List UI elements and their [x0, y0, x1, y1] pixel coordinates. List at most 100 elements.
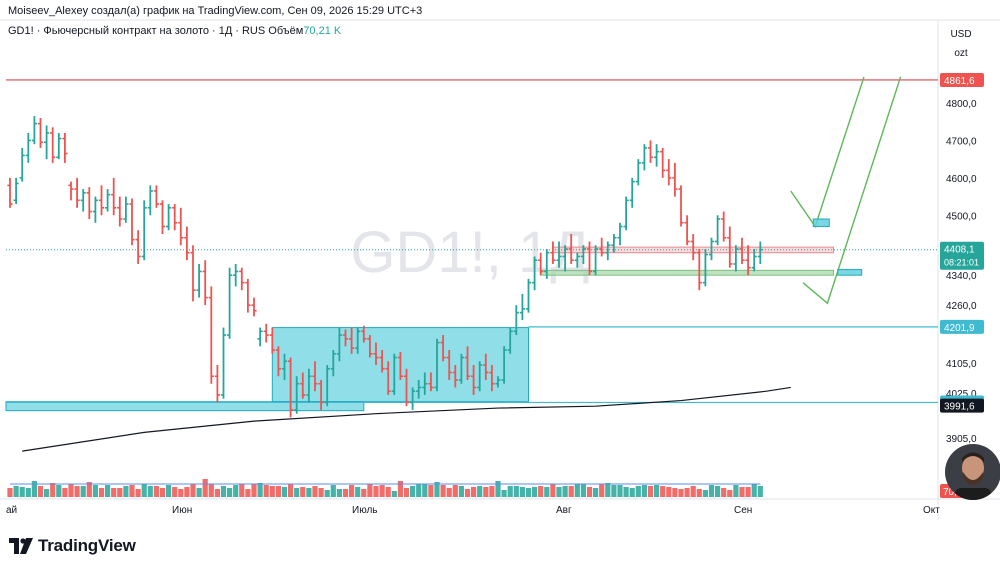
ohlc-bar [721, 211, 727, 242]
symbol-ticker[interactable]: GD1! [8, 25, 34, 37]
price-label-bg [940, 319, 984, 334]
ohlc-bar [471, 365, 477, 395]
volume-bar [68, 484, 74, 497]
ohlc-bar [288, 357, 294, 418]
tradingview-wordmark: TradingView [38, 536, 136, 555]
volume-bar [458, 486, 464, 497]
ohlc-bar [318, 379, 324, 410]
volume-bar [629, 488, 635, 497]
x-tick-label: Авг [556, 505, 572, 516]
ohlc-bar [196, 263, 202, 298]
ohlc-bar [300, 372, 306, 399]
volume-bar [660, 486, 666, 497]
ohlc-bar [239, 267, 245, 291]
zone-support-zone [540, 269, 834, 276]
projections-layer [790, 76, 902, 305]
symbol-legend[interactable]: GD1! · Фьючерсный контракт на золото · 1Д · RU… [8, 25, 341, 37]
volume-bar [495, 481, 501, 497]
volume-bar [641, 485, 647, 497]
volume-bar [391, 491, 397, 497]
projection-box-2 [837, 269, 863, 276]
volume-bar [568, 486, 574, 497]
price-label-3991,6: 3991,6 [940, 398, 984, 413]
volume-bar [214, 489, 220, 497]
ohlc-bar [501, 346, 507, 384]
ohlc-bar [349, 327, 355, 354]
ohlc-bar [550, 241, 556, 264]
volume-bar [410, 486, 416, 497]
time-axis[interactable]: ай Июн Июль Авг Сен Окт [6, 505, 940, 516]
volume-bar [440, 485, 446, 497]
price-label-countdown: 08:21:01 [944, 258, 979, 268]
avatar-image [945, 444, 1000, 500]
ohlc-bar [251, 297, 257, 317]
ohlc-bar [410, 387, 416, 410]
volume-bar [684, 488, 690, 497]
ohlc-bar [593, 245, 599, 276]
volume-bar [605, 483, 611, 497]
ohlc-bar [654, 144, 660, 167]
volume-bar [586, 487, 593, 497]
currency-selector[interactable]: USD ozt [942, 25, 980, 65]
tradingview-logo[interactable]: TradingView [9, 536, 136, 556]
volume-bar [312, 486, 318, 497]
ohlc-bar [92, 196, 98, 223]
ohlc-bar [708, 237, 715, 261]
ohlc-bar [538, 252, 544, 276]
ohlc-bar [129, 198, 135, 246]
price-label-text: 4861,6 [944, 76, 975, 87]
ohlc-bar [623, 196, 629, 231]
projection-path-2 [802, 76, 902, 305]
y-tick-label: 4800,0 [946, 99, 977, 110]
ohlc-bar [519, 293, 525, 321]
volume-bar [355, 487, 361, 497]
ohlc-bar [702, 248, 708, 287]
ohlc-bar [62, 132, 68, 163]
volume-bar [678, 489, 684, 497]
ohlc-bar [489, 365, 495, 392]
volume-bar [220, 486, 227, 497]
volume-bar [733, 485, 739, 497]
volume-bar [617, 485, 623, 497]
price-label-text: 4201,9 [944, 323, 975, 334]
ohlc-bar [751, 248, 757, 272]
volume-bar [300, 487, 306, 497]
ohlc-bar [184, 226, 190, 261]
moving-average-line [22, 386, 791, 452]
volume-bar [403, 488, 410, 497]
ohlc-bar [202, 260, 208, 306]
x-tick-label: ай [6, 505, 17, 516]
volume-bar [574, 484, 580, 497]
ohlc-bar [464, 346, 471, 380]
volume-bar [397, 481, 403, 497]
volume-bar [745, 487, 751, 497]
ohlc-bar [696, 248, 702, 291]
volume-bar [13, 486, 19, 497]
ohlc-bar [141, 200, 147, 261]
ohlc-bar [580, 245, 586, 264]
ohlc-bar [233, 263, 239, 287]
ohlc-bar [495, 376, 501, 388]
volume-bar [239, 484, 245, 497]
volume-bar [251, 484, 257, 497]
ohlc-bar [111, 177, 117, 216]
volume-bar [519, 487, 525, 497]
price-axis[interactable]: 4800,0 4700,0 4600,0 4500,0 4340,0 4260,0 4105… [946, 99, 977, 445]
volume-bar [294, 488, 300, 497]
ohlc-bar [562, 245, 568, 272]
projection-box-1 [812, 218, 830, 228]
volume-bar [483, 487, 489, 497]
ohlc-bar [422, 372, 428, 395]
volume-title: Объём [268, 25, 304, 37]
ohlc-bar [342, 329, 349, 347]
volume-bar [599, 484, 605, 497]
chart-attribution: Moiseev_Alexey создал(а) график на Tradi… [8, 5, 423, 17]
ohlc-bar [355, 327, 361, 354]
volume-bar [489, 486, 495, 497]
ohlc-bar [440, 335, 446, 362]
ohlc-bar [220, 327, 227, 399]
volume-bar [361, 489, 367, 497]
grid-layer [0, 19, 1000, 520]
ohlc-bars-layer [7, 116, 763, 418]
